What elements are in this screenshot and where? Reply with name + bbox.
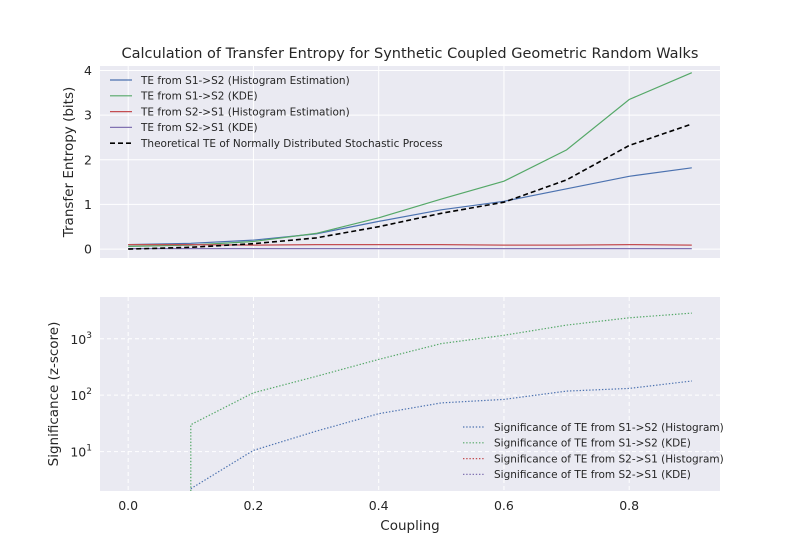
- x-ticks: 0.0 0.2 0.4 0.6 0.8: [118, 498, 639, 513]
- significance-legend: Significance of TE from S1->S2 (Histogra…: [463, 422, 724, 481]
- te-series-line-4: [128, 123, 693, 250]
- x-axis-label: Coupling: [380, 518, 439, 534]
- te-legend: TE from S1->S2 (Histogram Estimation) TE …: [110, 75, 443, 150]
- te-legend-label: Theoretical TE of Normally Distributed S…: [140, 138, 443, 150]
- significance-legend-label: Significance of TE from S2->S1 (KDE): [494, 469, 691, 481]
- x-tick-label: 0.6: [494, 498, 514, 513]
- significance-series-line-1: [190, 312, 692, 491]
- te-y-tick-label: 0: [84, 242, 92, 257]
- significance-series-line-0: [190, 380, 692, 490]
- significance-legend-label: Significance of TE from S1->S2 (KDE): [494, 438, 691, 450]
- te-y-ticks: 0 1 2 3 4: [84, 63, 92, 257]
- te-series: [128, 72, 693, 250]
- te-series-line-2: [128, 243, 692, 246]
- te-y-tick-label: 2: [84, 152, 92, 167]
- te-series-line-1: [128, 72, 693, 247]
- significance-series: [190, 312, 692, 491]
- te-legend-label: TE from S2->S1 (KDE): [140, 122, 258, 134]
- te-legend-label: TE from S1->S2 (KDE): [140, 91, 258, 103]
- significance-y-tick-label: 102: [70, 387, 92, 403]
- x-tick-label: 0.0: [118, 498, 138, 513]
- significance-legend-label: Significance of TE from S2->S1 (Histogra…: [494, 453, 724, 465]
- significance-grid: [100, 297, 720, 491]
- significance-axes: 101 102 103 0.0 0.2 0.4 0.6 0.8 Coupling Signi…: [46, 297, 724, 534]
- te-y-tick-label: 3: [84, 108, 92, 123]
- significance-legend-label: Significance of TE from S1->S2 (Histogra…: [494, 422, 724, 434]
- te-plot-area: [100, 66, 720, 258]
- x-tick-label: 0.4: [369, 498, 389, 513]
- te-y-tick-label: 4: [84, 63, 92, 78]
- x-tick-label: 0.8: [619, 498, 639, 513]
- te-axes: 0 1 2 3 4 Calculation of Transfer Entropy fo…: [61, 46, 720, 258]
- significance-y-axis-label: Significance (z-score): [46, 322, 62, 467]
- x-tick-label: 0.2: [243, 498, 263, 513]
- significance-y-tick-label: 103: [70, 331, 92, 347]
- te-series-line-0: [128, 167, 692, 246]
- chart-title: Calculation of Transfer Entropy for Synt…: [122, 46, 699, 62]
- te-legend-label: TE from S2->S1 (Histogram Estimation): [140, 106, 350, 118]
- significance-y-tick-label: 101: [70, 444, 92, 460]
- te-y-tick-label: 1: [84, 197, 92, 212]
- significance-y-ticks: 101 102 103: [70, 331, 92, 460]
- te-legend-label: TE from S1->S2 (Histogram Estimation): [140, 75, 350, 87]
- te-y-axis-label: Transfer Entropy (bits): [61, 87, 77, 239]
- significance-plot-area: [100, 297, 720, 491]
